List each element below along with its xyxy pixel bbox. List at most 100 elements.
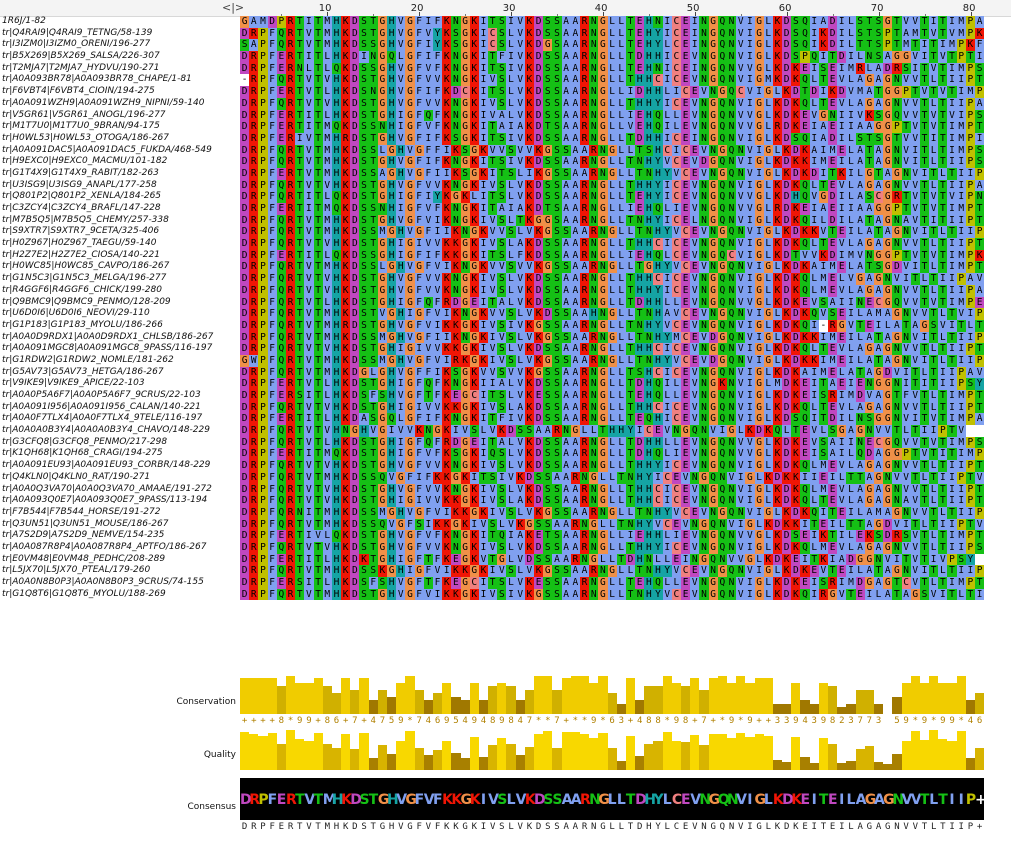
sequence-name[interactable]: tr|M1T7U0|M1T7U0_9BRAN/94-175: [2, 121, 160, 132]
sequence-name[interactable]: tr|F6VBT4|F6VBT4_CIOIN/194-275: [2, 86, 155, 97]
sequence-name[interactable]: tr|L5JX70|L5JX70_PTEAL/179-260: [2, 565, 151, 576]
sequence-name[interactable]: tr|I3IZM0|I3IZM0_ORENI/196-277: [2, 39, 151, 50]
sequence-name[interactable]: tr|F7B544|F7B544_HORSE/191-272: [2, 506, 161, 517]
scroll-handle-icon[interactable]: <|>: [222, 1, 245, 14]
sequence-name[interactable]: tr|G1T4X9|G1T4X9_RABIT/182-263: [2, 167, 159, 178]
sequence-name[interactable]: tr|H0Z967|H0Z967_TAEGU/59-140: [2, 238, 157, 249]
sequence-name[interactable]: tr|H0WL53|H0WL53_OTOGA/186-267: [2, 132, 169, 143]
sequence-name[interactable]: tr|T2MJA7|T2MJA7_HYDVU/190-271: [2, 62, 160, 73]
sequence-name[interactable]: tr|H2Z7E2|H2Z7E2_CIOSA/140-221: [2, 249, 160, 260]
sequence-name[interactable]: tr|Q4KLN0|Q4KLN0_RAT/190-271: [2, 471, 151, 482]
sequence-name[interactable]: tr|Q3UN51|Q3UN51_MOUSE/186-267: [2, 518, 169, 529]
sequence-name[interactable]: tr|G1N5C3|G1N5C3_MELGA/196-277: [2, 273, 167, 284]
sequence-name[interactable]: tr|K1QH68|K1QH68_CRAGI/194-275: [2, 448, 163, 459]
sequence-name[interactable]: tr|A7S2D9|A7S2D9_NEMVE/154-235: [2, 530, 165, 541]
sequence-name[interactable]: tr|A0A091I956|A0A091I956_CALAN/140-221: [2, 401, 201, 412]
sequence-name[interactable]: tr|U3ISG9|U3ISG9_ANAPL/177-258: [2, 179, 157, 190]
sequence-name[interactable]: 1R6J/1-82: [2, 16, 46, 26]
sequence-name[interactable]: tr|G1P183|G1P183_MYOLU/186-266: [2, 319, 163, 330]
sequence-name[interactable]: tr|A0A0N8B0P3|A0A0N8B0P3_9CRUS/74-155: [2, 577, 204, 587]
sequence-name[interactable]: tr|S9XTR7|S9XTR7_9CETA/325-406: [2, 226, 160, 237]
sequence-name[interactable]: tr|A0A093Q0E7|A0A093Q0E7_9PASS/113-194: [2, 495, 208, 506]
sequence-name[interactable]: tr|Q801P2|Q801P2_XENLA/184-265: [2, 191, 162, 202]
sequence-name[interactable]: tr|G3CFQ8|G3CFQ8_PENMO/217-298: [2, 436, 168, 447]
sequence-name[interactable]: tr|H9EXC0|H9EXC0_MACMU/101-182: [2, 156, 168, 167]
sequence-name[interactable]: tr|U6D0I6|U6D0I6_NEOVI/29-110: [2, 308, 150, 319]
sequence-name[interactable]: tr|V9IKE9|V9IKE9_APICE/22-103: [2, 378, 145, 389]
sequence-name[interactable]: tr|G1RDW2|G1RDW2_NOMLE/181-262: [2, 354, 174, 365]
sequence-name[interactable]: tr|A0A0Q3VA70|A0A0Q3VA70_AMAAE/191-272: [2, 483, 212, 494]
sequence-name[interactable]: tr|A0A087R8P4|A0A087R8P4_APTFO/186-267: [2, 541, 207, 552]
sequence-name[interactable]: tr|Q4RAI9|Q4RAI9_TETNG/58-139: [2, 27, 153, 38]
sequence-name[interactable]: tr|G5AV73|G5AV73_HETGA/186-267: [2, 366, 164, 377]
sequence-name[interactable]: tr|A0A091WZH9|A0A091WZH9_NIPNI/59-140: [2, 97, 205, 108]
sequence-name[interactable]: tr|A0A093BR78|A0A093BR78_CHAPE/1-81: [2, 74, 192, 85]
sequence-name[interactable]: tr|V5GR61|V5GR61_ANOGL/196-277: [2, 109, 166, 120]
sequence-name[interactable]: tr|M7B5Q5|M7B5Q5_CHEMY/257-338: [2, 214, 169, 225]
sequence-name[interactable]: tr|A0A0P5A6F7|A0A0P5A6F7_9CRUS/22-103: [2, 390, 201, 400]
sequence-name[interactable]: tr|Q9BMC9|Q9BMC9_PENMO/128-209: [2, 296, 171, 307]
sequence-name[interactable]: tr|B5X269|B5X269_SALSA/226-307: [2, 51, 160, 62]
sequence-name[interactable]: tr|C3ZCY4|C3ZCY4_BRAFL/147-228: [2, 203, 161, 213]
sequence-name[interactable]: tr|H0WC85|H0WC85_CAVPO/186-267: [2, 261, 170, 272]
sequence-name[interactable]: tr|R4GGF6|R4GGF6_CHICK/199-280: [2, 284, 162, 295]
sequence-name[interactable]: tr|A0A091EU93|A0A091EU93_CORBR/148-229: [2, 460, 211, 471]
sequence-name[interactable]: tr|A0A0D9RDX1|A0A0D9RDX1_CHLSB/186-267: [2, 331, 214, 342]
sequence-name[interactable]: tr|A0A091DAC5|A0A091DAC5_FUKDA/468-549: [2, 144, 212, 155]
sequence-name[interactable]: tr|E0VM48|E0VM48_PEDHC/208-289: [2, 553, 166, 564]
sequence-name[interactable]: tr|A0A091MGC8|A0A091MGC8_9PASS/116-197: [2, 343, 213, 354]
sequence-name[interactable]: tr|A0A0F7TLX4|A0A0F7TLX4_9TELE/116-197: [2, 413, 203, 424]
